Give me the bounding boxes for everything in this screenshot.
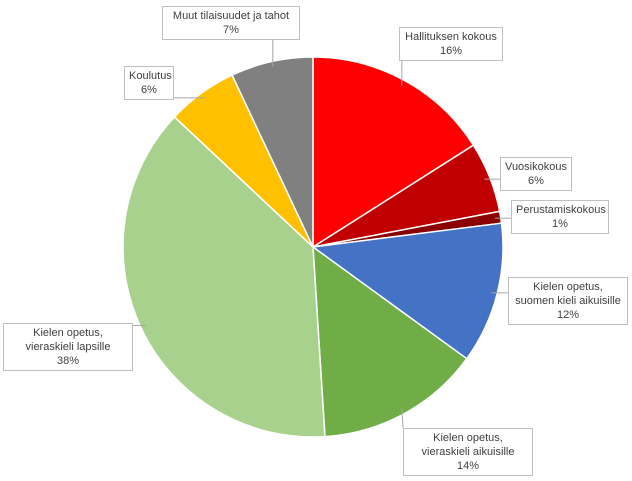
pie-slice — [312, 56, 475, 249]
data-label: Kielen opetus, vieraskieli lapsille 38% — [3, 323, 133, 371]
data-label: Muut tilaisuudet ja tahot 7% — [162, 6, 300, 40]
pie-slice — [311, 222, 504, 360]
category-label: Hallituksen kokous — [405, 31, 497, 43]
category-label: Muut tilaisuudet ja tahot — [172, 10, 290, 22]
data-label: Koulutus 6% — [124, 66, 174, 100]
value-label: 7% — [223, 24, 239, 36]
value-label: 38% — [56, 355, 80, 367]
value-label: 14% — [456, 460, 480, 472]
pie-slice — [122, 115, 326, 438]
category-label: Kielen opetus, suomen kieli aikuisille — [515, 281, 621, 307]
value-label: 1% — [552, 218, 568, 230]
data-label: Perustamiskokous 1% — [511, 200, 609, 234]
data-label: Hallituksen kokous 16% — [399, 27, 503, 61]
pie-slice — [312, 245, 468, 438]
category-label: Kielen opetus, vieraskieli aikuisille — [421, 432, 515, 458]
category-label: Perustamiskokous — [516, 204, 606, 216]
data-label: Kielen opetus, suomen kieli aikuisille 12… — [508, 277, 628, 325]
category-label: Koulutus — [129, 70, 172, 82]
value-label: 16% — [439, 45, 463, 57]
category-label: Kielen opetus, vieraskieli lapsille — [25, 327, 111, 353]
value-label: 6% — [141, 84, 157, 96]
data-label: Kielen opetus, vieraskieli aikuisille 14% — [403, 428, 533, 476]
value-label: 12% — [556, 309, 580, 321]
pie-slice — [231, 56, 314, 248]
value-label: 6% — [528, 175, 544, 187]
category-label: Vuosikokous — [505, 161, 567, 173]
data-label: Vuosikokous 6% — [500, 157, 572, 191]
leader-line — [401, 408, 404, 429]
